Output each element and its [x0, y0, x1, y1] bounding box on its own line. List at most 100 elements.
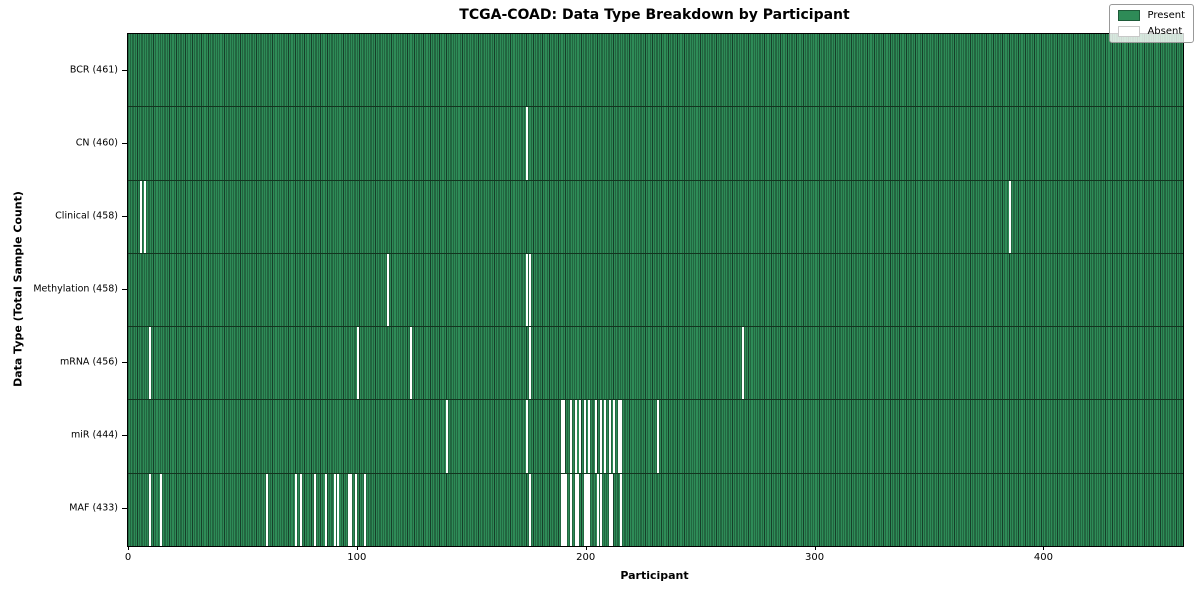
xtick-label-100: 100 — [347, 552, 367, 563]
absent-cell — [741, 327, 744, 400]
absent-cell — [620, 400, 623, 473]
absent-cell — [364, 473, 367, 546]
xtick-label-400: 400 — [1033, 552, 1053, 563]
absent-cell — [295, 473, 298, 546]
absent-cell — [620, 473, 623, 546]
absent-cell — [560, 400, 563, 473]
absent-cell — [265, 473, 268, 546]
absent-cell — [563, 473, 566, 546]
absent-cell — [560, 473, 563, 546]
legend-item-present: Present — [1118, 10, 1185, 21]
absent-cell — [350, 473, 353, 546]
legend-item-absent: Absent — [1118, 26, 1185, 37]
ytick-label-BCR: BCR (461) — [69, 64, 118, 76]
ytick-label-Clinical: Clinical (458) — [55, 210, 118, 222]
absent-cell — [336, 473, 339, 546]
absent-cell — [604, 400, 607, 473]
ytick-mark — [122, 289, 127, 290]
absent-cell — [299, 473, 302, 546]
absent-cell — [608, 473, 611, 546]
absent-cell — [347, 473, 350, 546]
absent-cell — [597, 473, 600, 546]
absent-cell — [526, 107, 529, 180]
absent-cell — [613, 400, 616, 473]
row-CN — [128, 106, 1183, 180]
absent-cell — [599, 400, 602, 473]
legend-label-present: Present — [1147, 10, 1185, 21]
xtick-mark — [128, 546, 129, 550]
y-axis-label: Data Type (Total Sample Count) — [11, 191, 25, 387]
absent-cell — [446, 400, 449, 473]
absent-cell — [144, 180, 147, 253]
absent-cell — [148, 327, 151, 400]
absent-swatch-icon — [1118, 26, 1141, 37]
absent-cell — [565, 473, 568, 546]
row-mRNA — [128, 326, 1183, 400]
absent-cell — [528, 473, 531, 546]
ytick-mark — [122, 142, 127, 144]
absent-cell — [409, 327, 412, 400]
row-Methylation — [128, 252, 1183, 327]
present-swatch-icon — [1118, 10, 1141, 21]
absent-cell — [583, 400, 586, 473]
absent-cell — [611, 473, 614, 546]
chart-title: TCGA-COAD: Data Type Breakdown by Partic… — [459, 7, 850, 23]
absent-cell — [313, 473, 316, 546]
absent-cell — [595, 400, 598, 473]
absent-cell — [563, 400, 566, 473]
xtick-mark — [585, 546, 587, 550]
absent-cell — [528, 327, 531, 400]
absent-cell — [618, 400, 621, 473]
absent-cell — [334, 473, 337, 546]
absent-cell — [386, 253, 389, 327]
absent-cell — [325, 473, 328, 546]
absent-cell — [656, 400, 659, 473]
ytick-mark — [122, 435, 127, 437]
ytick-label-Methylation: Methylation (458) — [33, 283, 118, 295]
xtick-mark — [814, 546, 816, 550]
row-MAF — [128, 472, 1183, 546]
absent-cell — [1009, 180, 1012, 253]
absent-cell — [608, 400, 611, 473]
row-Clinical — [128, 179, 1183, 253]
absent-cell — [569, 400, 572, 473]
xtick-label-300: 300 — [805, 552, 825, 563]
ytick-label-CN: CN (460) — [75, 137, 118, 149]
ytick-label-mRNA: mRNA (456) — [59, 356, 118, 368]
ytick-mark — [122, 215, 127, 217]
absent-cell — [526, 253, 529, 327]
absent-cell — [599, 473, 602, 546]
ytick-mark — [122, 362, 127, 364]
plot-area — [127, 33, 1184, 547]
absent-cell — [583, 473, 586, 546]
xtick-mark — [1043, 546, 1045, 550]
absent-cell — [357, 327, 360, 400]
row-miR — [128, 399, 1183, 473]
absent-cell — [588, 400, 591, 473]
xtick-mark — [356, 546, 358, 550]
xtick-label-0: 0 — [124, 552, 132, 563]
ytick-mark — [122, 508, 127, 510]
absent-cell — [574, 473, 577, 546]
absent-cell — [139, 180, 142, 253]
x-axis-label: Participant — [620, 569, 689, 582]
absent-cell — [148, 473, 151, 546]
ytick-label-miR: miR (444) — [70, 429, 118, 441]
absent-cell — [528, 253, 531, 327]
legend-label-absent: Absent — [1147, 26, 1183, 37]
row-BCR — [128, 34, 1183, 107]
absent-cell — [569, 473, 572, 546]
absent-cell — [160, 473, 163, 546]
absent-cell — [576, 473, 579, 546]
absent-cell — [526, 400, 529, 473]
absent-cell — [588, 473, 591, 546]
legend: Present Absent — [1109, 4, 1194, 43]
absent-cell — [579, 400, 582, 473]
xtick-label-200: 200 — [576, 552, 596, 563]
absent-cell — [574, 400, 577, 473]
absent-cell — [354, 473, 357, 546]
ytick-mark — [122, 69, 127, 71]
ytick-label-MAF: MAF (433) — [69, 502, 118, 514]
absent-cell — [586, 473, 588, 546]
